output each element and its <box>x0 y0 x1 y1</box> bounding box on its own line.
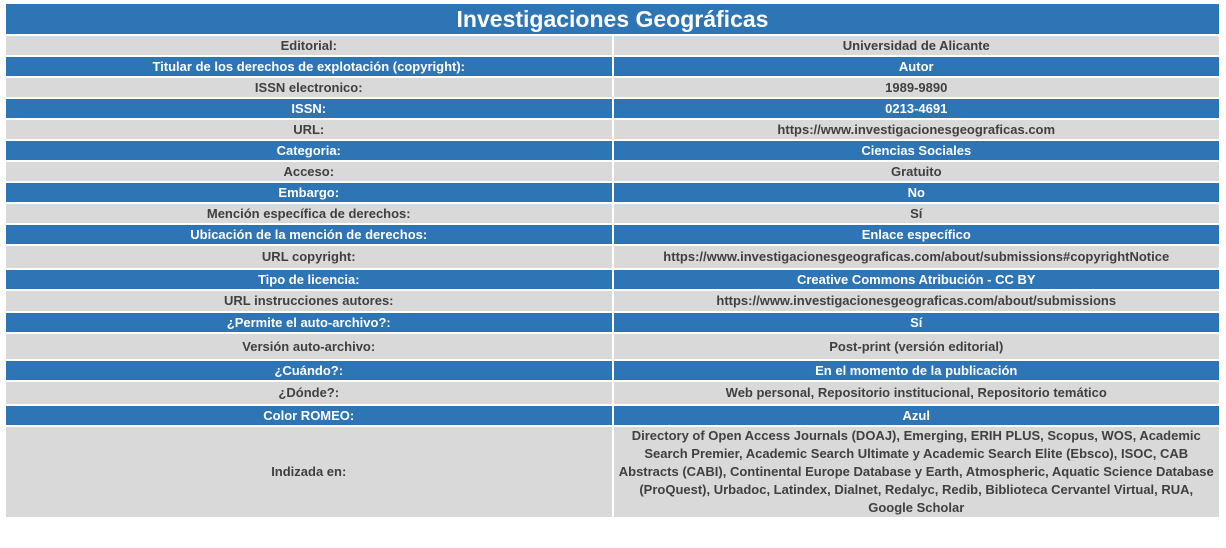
journal-info-table-wrapper: Investigaciones Geográficas Editorial: U… <box>4 4 1221 519</box>
row-label: ISSN electronico: <box>4 76 614 99</box>
row-label: Embargo: <box>4 181 614 204</box>
row-label: ¿Permite el auto-archivo?: <box>4 311 614 334</box>
row-issn-electronic: ISSN electronico: 1989-9890 <box>4 76 1221 99</box>
row-label: URL copyright: <box>4 244 614 270</box>
row-label: Versión auto-archivo: <box>4 332 614 361</box>
row-value: Enlace específico <box>611 223 1221 246</box>
row-license-type: Tipo de licencia: Creative Commons Atrib… <box>4 268 1221 291</box>
row-embargo: Embargo: No <box>4 181 1221 204</box>
row-label: ¿Cuándo?: <box>4 359 614 382</box>
journal-info-table: Investigaciones Geográficas Editorial: U… <box>4 4 1221 519</box>
row-value: En el momento de la publicación <box>611 359 1221 382</box>
row-label: Editorial: <box>4 34 614 57</box>
row-value: Autor <box>611 55 1221 78</box>
table-title-row: Investigaciones Geográficas <box>4 4 1221 36</box>
row-value: Sí <box>611 202 1221 225</box>
row-url-copyright: URL copyright: https://www.investigacion… <box>4 244 1221 270</box>
row-value: Directory of Open Access Journals (DOAJ)… <box>611 425 1221 519</box>
row-value: https://www.investigacionesgeograficas.c… <box>611 244 1221 270</box>
row-label: Mención específica de derechos: <box>4 202 614 225</box>
row-label: Ubicación de la mención de derechos: <box>4 223 614 246</box>
row-issn: ISSN: 0213-4691 <box>4 97 1221 120</box>
row-label: URL instrucciones autores: <box>4 289 614 313</box>
row-url: URL: https://www.investigacionesgeografi… <box>4 118 1221 141</box>
row-label: Indizada en: <box>4 425 614 519</box>
row-when: ¿Cuándo?: En el momento de la publicació… <box>4 359 1221 382</box>
row-access: Acceso: Gratuito <box>4 160 1221 183</box>
row-value: Azul <box>611 404 1221 427</box>
row-value: Universidad de Alicante <box>611 34 1221 57</box>
row-label: Titular de los derechos de explotación (… <box>4 55 614 78</box>
row-value: Sí <box>611 311 1221 334</box>
row-self-archive-version: Versión auto-archivo: Post-print (versió… <box>4 332 1221 361</box>
journal-title: Investigaciones Geográficas <box>4 4 1221 36</box>
row-label: Categoria: <box>4 139 614 162</box>
row-value: Creative Commons Atribución - CC BY <box>611 268 1221 291</box>
row-value: Web personal, Repositorio institucional,… <box>611 380 1221 406</box>
row-copyright-holder: Titular de los derechos de explotación (… <box>4 55 1221 78</box>
row-label: Tipo de licencia: <box>4 268 614 291</box>
row-label: URL: <box>4 118 614 141</box>
row-editorial: Editorial: Universidad de Alicante <box>4 34 1221 57</box>
row-value: No <box>611 181 1221 204</box>
row-where: ¿Dónde?: Web personal, Repositorio insti… <box>4 380 1221 406</box>
row-rights-mention: Mención específica de derechos: Sí <box>4 202 1221 225</box>
row-value: Post-print (versión editorial) <box>611 332 1221 361</box>
row-value: https://www.investigacionesgeograficas.c… <box>611 118 1221 141</box>
row-value: Ciencias Sociales <box>611 139 1221 162</box>
row-value: https://www.investigacionesgeograficas.c… <box>611 289 1221 313</box>
row-label: Color ROMEO: <box>4 404 614 427</box>
row-author-instructions-url: URL instrucciones autores: https://www.i… <box>4 289 1221 313</box>
row-label: ¿Dónde?: <box>4 380 614 406</box>
row-indexed-in: Indizada en: Directory of Open Access Jo… <box>4 425 1221 519</box>
row-value: Gratuito <box>611 160 1221 183</box>
row-romeo-color: Color ROMEO: Azul <box>4 404 1221 427</box>
row-label: Acceso: <box>4 160 614 183</box>
row-value: 1989-9890 <box>611 76 1221 99</box>
row-value: 0213-4691 <box>611 97 1221 120</box>
row-category: Categoria: Ciencias Sociales <box>4 139 1221 162</box>
row-rights-location: Ubicación de la mención de derechos: Enl… <box>4 223 1221 246</box>
row-label: ISSN: <box>4 97 614 120</box>
row-self-archive-allowed: ¿Permite el auto-archivo?: Sí <box>4 311 1221 334</box>
